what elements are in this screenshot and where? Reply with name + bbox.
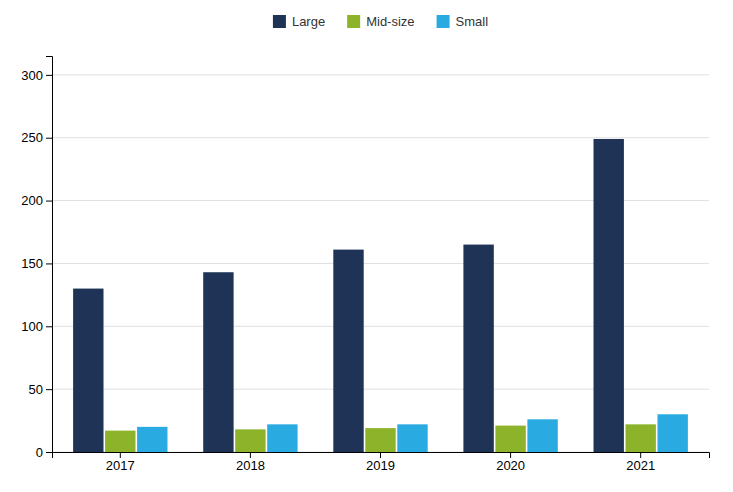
grid — [52, 75, 709, 452]
grid-line — [52, 74, 709, 75]
x-axis: 2017 2018 2019 2020 2021 — [53, 452, 710, 473]
x-tick: 2021 — [626, 452, 655, 473]
x-tick-mark — [120, 452, 121, 458]
bar — [203, 272, 233, 452]
bar — [397, 424, 427, 452]
y-tick-label: 50 — [29, 382, 43, 397]
x-tick: 2019 — [366, 452, 395, 473]
bar — [365, 428, 395, 452]
x-tick-mark — [250, 452, 251, 458]
legend-swatch — [437, 15, 450, 28]
x-tick-label: 2020 — [496, 458, 525, 473]
bar — [267, 424, 297, 452]
y-tick-mark — [46, 326, 52, 327]
y-tick-label: 250 — [21, 130, 43, 145]
y-tick-mark — [46, 452, 52, 453]
y-tick-mark — [46, 263, 52, 264]
y-tick-mark — [46, 201, 52, 202]
bar — [657, 414, 687, 452]
legend-swatch — [273, 15, 286, 28]
bar — [527, 419, 557, 452]
y-tick: 300 — [21, 68, 52, 83]
legend-label: Mid-size — [366, 14, 414, 29]
y-tick: 250 — [21, 130, 52, 145]
x-tick-label: 2017 — [106, 458, 135, 473]
y-tick-mark — [46, 75, 52, 76]
x-tick: 2018 — [236, 452, 265, 473]
legend-item: Mid-size — [347, 14, 414, 29]
x-tick-label: 2019 — [366, 458, 395, 473]
legend-item: Small — [437, 14, 489, 29]
bar — [594, 139, 624, 452]
x-tick-label: 2021 — [626, 458, 655, 473]
bar — [463, 245, 493, 452]
x-tick-mark — [510, 452, 511, 458]
y-tick-label: 100 — [21, 319, 43, 334]
bar — [626, 424, 656, 452]
y-tick: 200 — [21, 193, 52, 208]
legend-swatch — [347, 15, 360, 28]
y-tick: 150 — [21, 256, 52, 271]
x-tick-mark — [640, 452, 641, 458]
y-tick-label: 200 — [21, 193, 43, 208]
bar-series — [73, 139, 624, 452]
x-tick-mark — [380, 452, 381, 458]
y-axis-line — [46, 57, 53, 453]
x-axis-line — [53, 453, 710, 459]
legend-label: Small — [456, 14, 489, 29]
y-tick-label: 300 — [21, 68, 43, 83]
x-tick: 2017 — [106, 452, 135, 473]
x-tick: 2020 — [496, 452, 525, 473]
bar — [73, 289, 103, 452]
legend-label: Large — [292, 14, 325, 29]
bar — [235, 429, 265, 452]
y-tick-mark — [46, 389, 52, 390]
y-tick: 100 — [21, 319, 52, 334]
y-tick-label: 0 — [36, 445, 43, 460]
y-axis: 0 50 100 150 200 250 300 — [21, 57, 52, 460]
bar — [333, 250, 363, 452]
y-tick: 0 — [36, 445, 52, 460]
grid-line — [52, 137, 709, 138]
y-tick: 50 — [29, 382, 52, 397]
bar — [105, 431, 135, 452]
bar — [495, 426, 525, 452]
legend: Large Mid-size Small — [273, 14, 488, 29]
plot: 2017 2018 2019 2020 2021 0 50 100 150 200 250 300 — [21, 57, 709, 474]
bars — [73, 139, 688, 452]
y-tick-label: 150 — [21, 256, 43, 271]
bar — [137, 427, 167, 452]
bar-series — [105, 424, 656, 452]
legend-item: Large — [273, 14, 325, 29]
y-tick-mark — [46, 138, 52, 139]
chart: 2017 2018 2019 2020 2021 0 50 100 150 200 250 300 La… — [0, 0, 733, 492]
bar-series — [137, 414, 688, 452]
x-tick-label: 2018 — [236, 458, 265, 473]
